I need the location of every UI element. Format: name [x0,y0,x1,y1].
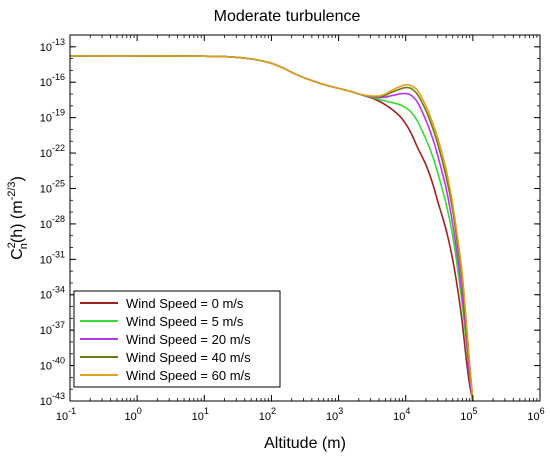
x-axis-label: Altitude (m) [264,435,346,452]
x-tick-label-base: 10 [393,411,405,423]
y-tick-label-base: 10 [40,290,52,302]
y-tick-label-base: 10 [40,77,52,89]
y-tick-label-base: 10 [40,113,52,125]
legend-entry: Wind Speed = 60 m/s [126,368,251,383]
y-tick-label: 10-28 [40,214,65,231]
y-axis-ticks: 10-1310-1610-1910-2210-2510-2810-3110-34… [40,34,540,408]
x-tick-label: 10-1 [56,406,76,423]
x-tick-label-base: 10 [192,411,204,423]
x-tick-label-exp: 3 [338,406,343,416]
y-tick-label: 10-13 [40,37,65,54]
y-tick-label-exp: -28 [52,214,65,224]
x-tick-label-exp: 2 [271,406,276,416]
y-axis-label-end: ) [9,176,26,181]
y-tick-label-exp: -31 [52,249,65,259]
x-tick-label-base: 10 [460,411,472,423]
y-tick-label-base: 10 [40,148,52,160]
y-axis-label: C2n(h) (m-2/3) [6,176,30,260]
y-tick-label: 10-40 [40,356,65,373]
y-tick-label-exp: -43 [52,391,65,401]
x-tick-label-base: 10 [56,411,68,423]
y-axis-label-sup1: 2 [6,242,18,248]
y-tick-label-base: 10 [40,396,52,408]
legend-entry: Wind Speed = 0 m/s [126,296,244,311]
y-tick-label-exp: -22 [52,143,65,153]
legend: Wind Speed = 0 m/s Wind Speed = 5 m/s Wind… [73,290,281,388]
y-axis-label-mid: (h) (m [9,200,26,243]
x-tick-label-exp: -1 [68,406,76,416]
y-tick-label: 10-43 [40,391,65,408]
y-tick-label: 10-22 [40,143,65,160]
x-tick-label-base: 10 [527,411,539,423]
x-tick-label: 101 [192,406,209,423]
y-tick-label: 10-25 [40,178,65,195]
x-tick-label-exp: 6 [540,406,545,416]
y-axis-label-sub1: n [18,243,30,249]
x-axis-ticks: 10-1 100 101 102 103 104 105 106 [56,35,545,423]
x-tick-label: 103 [326,406,343,423]
y-tick-label-exp: -25 [52,178,65,188]
x-tick-label-exp: 1 [204,406,209,416]
x-tick-label: 106 [527,406,544,423]
y-tick-label-exp: -40 [52,356,65,366]
plot-frame [69,34,541,402]
x-tick-label-exp: 0 [137,406,142,416]
x-tick-label-base: 10 [326,411,338,423]
y-tick-label-exp: -13 [52,37,65,47]
series-line-4 [70,55,474,401]
y-tick-label-base: 10 [40,361,52,373]
chart-title: Moderate turbulence [214,8,361,25]
series-layer [70,55,474,401]
y-tick-label-base: 10 [40,219,52,231]
legend-entry: Wind Speed = 20 m/s [126,332,251,347]
x-tick-label: 100 [125,406,142,423]
y-axis-label-sup2: -2/3 [6,181,18,200]
x-tick-label-base: 10 [259,411,271,423]
x-tick-label-base: 10 [125,411,137,423]
y-tick-label: 10-16 [40,72,65,89]
y-tick-label: 10-37 [40,320,65,337]
x-tick-label-exp: 4 [405,406,410,416]
legend-entry: Wind Speed = 5 m/s [126,314,244,329]
y-tick-label-base: 10 [40,42,52,54]
y-tick-label-base: 10 [40,183,52,195]
x-tick-label-exp: 5 [472,406,477,416]
y-tick-label-exp: -37 [52,320,65,330]
x-tick-label: 102 [259,406,276,423]
y-tick-label-base: 10 [40,254,52,266]
y-axis-label-base: C [9,248,26,260]
y-tick-label: 10-31 [40,249,65,266]
y-tick-label-exp: -34 [52,285,65,295]
y-tick-label: 10-34 [40,285,65,302]
x-tick-label: 105 [460,406,477,423]
x-tick-label: 104 [393,406,410,423]
y-tick-label-exp: -19 [52,108,65,118]
legend-entry: Wind Speed = 40 m/s [126,350,251,365]
y-tick-label: 10-19 [40,108,65,125]
y-tick-label-exp: -16 [52,72,65,82]
y-tick-label-base: 10 [40,325,52,337]
